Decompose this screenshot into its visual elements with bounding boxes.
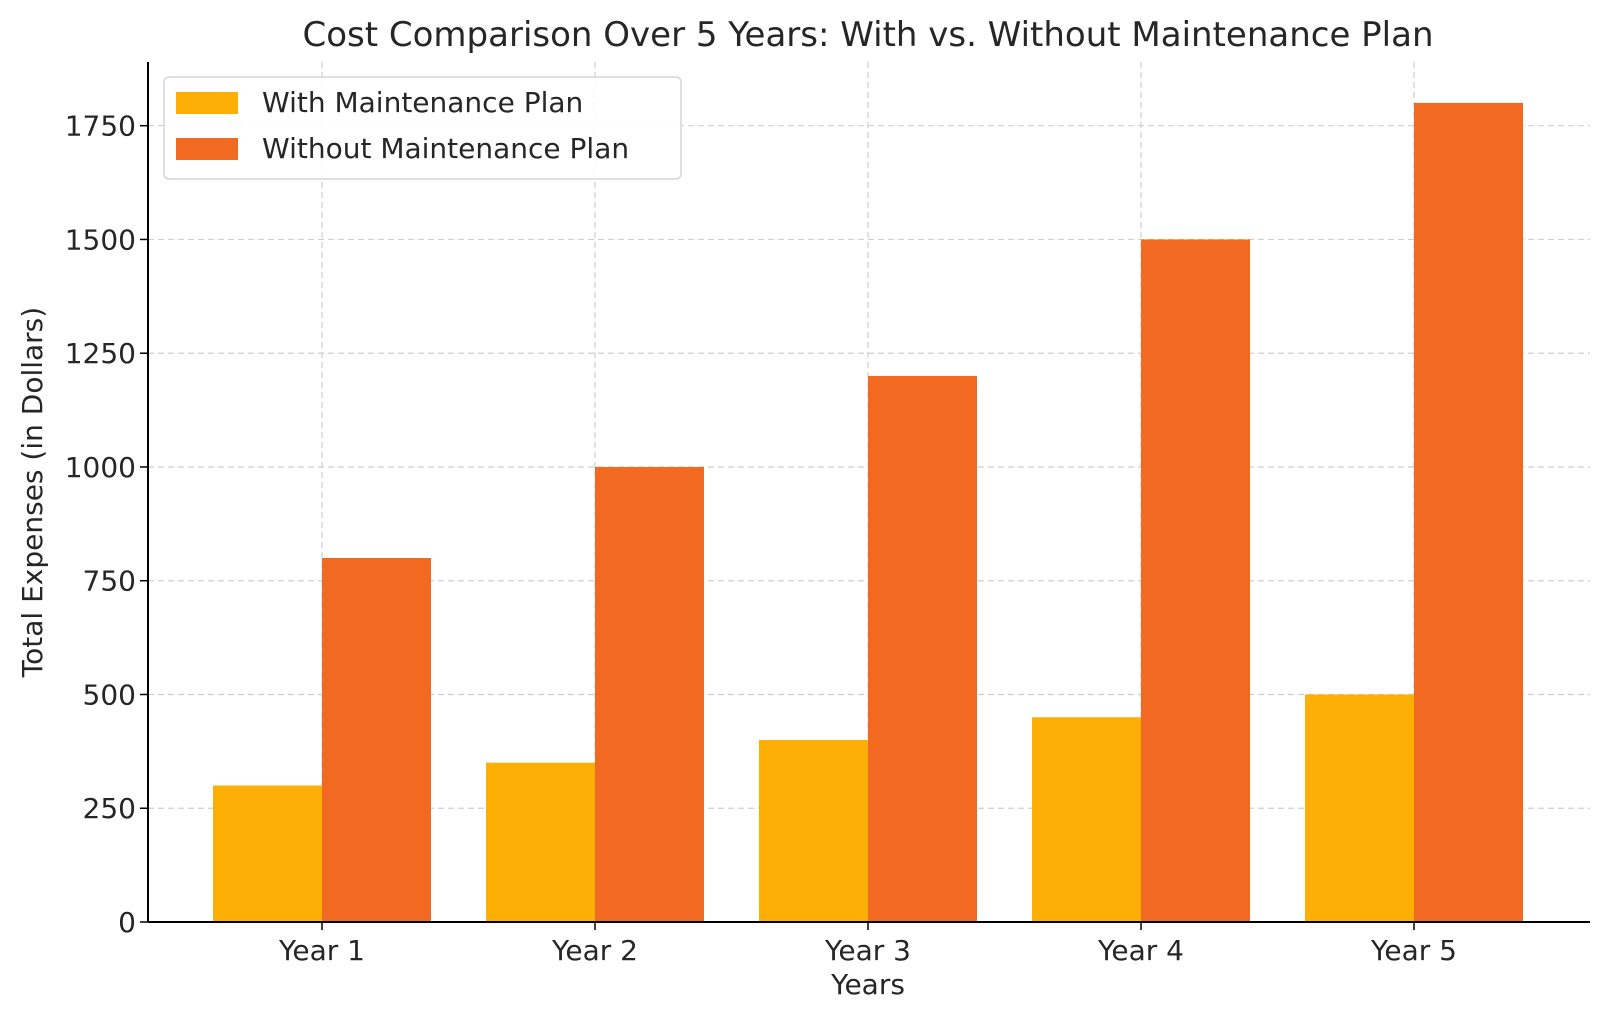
- bar-without-plan: [595, 466, 704, 922]
- x-axis-label: Years: [830, 968, 905, 1001]
- y-tick-label: 500: [83, 678, 136, 711]
- y-tick-label: 750: [83, 565, 136, 598]
- x-tick-label: Year 4: [1097, 934, 1184, 967]
- legend-box: [163, 76, 682, 180]
- x-tick-label: Year 5: [1370, 934, 1457, 967]
- bar-without-plan: [322, 557, 431, 922]
- ticks-layer: 0 250 500 750 1000 1250 1500 1750 Year 1 Year 2 Ye…: [65, 110, 1457, 967]
- y-tick-label: 250: [83, 792, 136, 825]
- bar-without-plan: [868, 375, 977, 922]
- legend-swatch: [176, 92, 238, 114]
- chart-title: Cost Comparison Over 5 Years: With vs. W…: [303, 15, 1434, 55]
- bar-with-plan: [486, 762, 595, 922]
- legend: With Maintenance Plan Without Maintenance…: [163, 76, 682, 180]
- bar-with-plan: [759, 739, 868, 922]
- bar-without-plan: [1141, 239, 1250, 922]
- bar-without-plan: [1414, 102, 1523, 922]
- x-tick-label: Year 1: [278, 934, 365, 967]
- y-tick-label: 1000: [65, 451, 136, 484]
- y-tick-label: 0: [118, 906, 136, 939]
- y-axis-label: Total Expenses (in Dollars): [16, 307, 49, 678]
- x-tick-label: Year 2: [551, 934, 638, 967]
- x-tick-label: Year 3: [824, 934, 911, 967]
- y-tick-label: 1750: [65, 110, 136, 143]
- bars-layer: [213, 102, 1523, 922]
- bar-with-plan: [213, 785, 322, 922]
- y-tick-label: 1500: [65, 223, 136, 256]
- bar-with-plan: [1305, 694, 1414, 922]
- legend-label: With Maintenance Plan: [262, 86, 583, 119]
- legend-swatch: [176, 138, 238, 160]
- axes-layer: [147, 62, 1590, 923]
- y-tick-label: 1250: [65, 337, 136, 370]
- bar-with-plan: [1032, 717, 1141, 922]
- legend-label: Without Maintenance Plan: [262, 132, 629, 165]
